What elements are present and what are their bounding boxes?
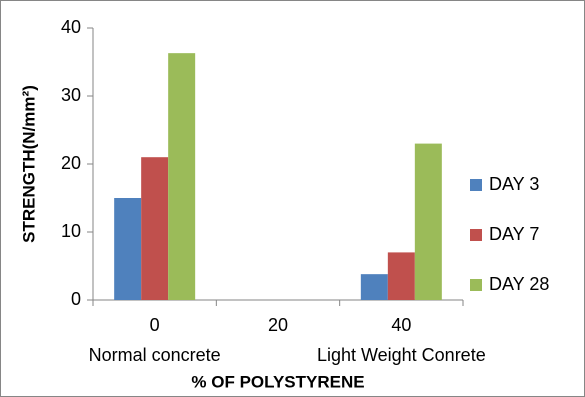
bar xyxy=(360,274,388,300)
x-category-note: Normal concrete xyxy=(89,345,221,365)
legend-swatch xyxy=(470,279,482,291)
x-category-note: Light Weight Conrete xyxy=(317,345,486,365)
legend-label: DAY 3 xyxy=(489,174,539,194)
x-axis-title: % OF POLYSTYRENE xyxy=(191,372,364,391)
y-tick-label: 20 xyxy=(61,153,81,173)
bar xyxy=(168,53,196,300)
legend-swatch xyxy=(470,229,482,241)
legend-swatch xyxy=(470,179,482,191)
y-tick-label: 40 xyxy=(61,17,81,37)
legend-label: DAY 7 xyxy=(489,224,539,244)
legend-label: DAY 28 xyxy=(489,274,549,294)
x-tick-label: 40 xyxy=(391,315,411,335)
x-tick-label: 20 xyxy=(268,315,288,335)
bar xyxy=(387,252,415,300)
bar xyxy=(414,143,442,300)
bar xyxy=(141,157,169,300)
y-tick-label: 10 xyxy=(61,221,81,241)
y-tick-label: 30 xyxy=(61,85,81,105)
y-axis-title: STRENGTH(N/mm²) xyxy=(19,85,38,243)
x-tick-label: 0 xyxy=(150,315,160,335)
bar xyxy=(114,198,142,300)
y-tick-label: 0 xyxy=(71,289,81,309)
